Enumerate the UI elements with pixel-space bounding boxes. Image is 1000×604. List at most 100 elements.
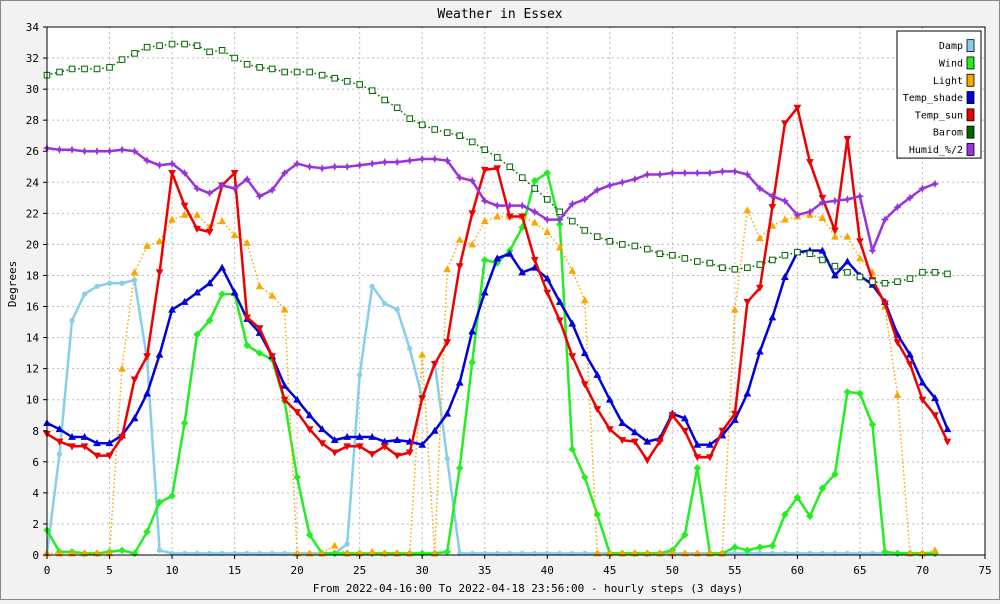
data-point-light [480, 217, 489, 225]
data-point-humid-2 [780, 196, 790, 206]
data-point-temp-sun [343, 443, 352, 451]
data-point-humid-2 [818, 198, 827, 207]
data-point-temp-sun [568, 353, 577, 361]
data-point-temp-shade [643, 437, 652, 445]
data-point-barom [93, 65, 101, 73]
data-point-damp [156, 547, 163, 553]
data-point-light [330, 541, 339, 549]
data-point-humid-2 [242, 175, 252, 184]
data-point-temp-sun [430, 361, 439, 369]
data-point-wind [455, 464, 464, 472]
data-point-barom [593, 233, 601, 240]
data-point-humid-2 [855, 192, 865, 201]
data-point-humid-2 [905, 193, 915, 202]
data-point-barom [506, 163, 514, 171]
data-point-humid-2 [868, 246, 877, 255]
series-temp-sun [43, 104, 952, 465]
x-tick-label: 45 [603, 564, 616, 577]
data-point-barom [381, 96, 388, 104]
data-point-temp-shade [130, 414, 139, 422]
data-point-humid-2 [643, 170, 652, 179]
data-point-humid-2 [830, 196, 840, 206]
data-point-temp-shade [343, 432, 352, 440]
data-point-temp-sun [143, 353, 151, 361]
data-point-humid-2 [768, 192, 777, 201]
data-point-temp-sun [680, 427, 689, 435]
data-point-wind [768, 541, 777, 550]
data-point-barom [393, 104, 401, 112]
data-point-temp-sun [180, 202, 189, 210]
y-tick-label: 18 [26, 269, 39, 282]
data-point-temp-shade [180, 297, 189, 305]
data-point-humid-2 [468, 176, 477, 185]
data-point-temp-shade [480, 288, 489, 296]
data-point-temp-sun [630, 438, 639, 446]
data-point-humid-2 [530, 207, 539, 216]
data-point-barom [168, 40, 176, 48]
data-point-wind [530, 176, 539, 185]
legend-swatch-barom [966, 125, 975, 139]
data-point-light [455, 235, 464, 243]
data-point-light [368, 547, 377, 555]
data-point-temp-sun [393, 452, 402, 460]
y-tick-label: 30 [26, 83, 39, 96]
data-point-temp-sun [205, 229, 214, 237]
data-point-temp-shade [193, 288, 201, 296]
series-line-wind [45, 171, 935, 555]
data-point-temp-sun [505, 213, 514, 221]
data-point-temp-sun [781, 120, 789, 128]
x-tick-label: 15 [228, 564, 241, 577]
data-point-humid-2 [92, 147, 102, 156]
data-point-barom [831, 262, 839, 270]
data-point-light [893, 391, 902, 399]
data-point-wind [818, 484, 827, 492]
data-point-light [781, 215, 789, 223]
data-point-temp-shade [931, 394, 939, 402]
data-point-barom [418, 121, 426, 129]
data-point-temp-shade [205, 279, 214, 287]
data-point-light [130, 268, 139, 276]
y-tick-label: 6 [32, 456, 39, 469]
data-point-temp-shade [818, 246, 827, 254]
x-tick-label: 30 [416, 564, 429, 577]
data-point-humid-2 [455, 173, 464, 182]
data-point-temp-sun [305, 426, 314, 434]
data-point-humid-2 [217, 181, 227, 190]
data-point-temp-sun [580, 381, 589, 389]
data-point-temp-sun [856, 238, 864, 246]
data-point-temp-sun [931, 412, 939, 420]
data-point-wind [756, 543, 764, 552]
data-point-humid-2 [618, 178, 627, 187]
data-point-temp-sun [693, 454, 702, 462]
data-point-temp-shade [430, 426, 439, 434]
data-point-wind [681, 531, 689, 539]
data-point-temp-sun [193, 225, 201, 233]
plot-border [46, 26, 986, 556]
data-point-humid-2 [693, 168, 702, 178]
data-point-temp-shade [593, 370, 602, 378]
data-point-light [493, 212, 502, 220]
data-point-humid-2 [480, 196, 489, 206]
data-point-temp-sun [743, 298, 752, 306]
data-point-light [268, 291, 276, 299]
data-point-temp-shade [618, 418, 627, 426]
data-point-barom [931, 269, 939, 276]
data-point-barom [819, 256, 826, 264]
data-point-damp [94, 283, 100, 289]
data-point-wind [243, 341, 251, 350]
data-point-temp-sun [705, 454, 714, 462]
data-point-temp-sun [906, 361, 914, 369]
x-tick-label: 20 [291, 564, 304, 577]
data-point-temp-sun [718, 427, 727, 435]
data-point-temp-sun [668, 412, 677, 420]
data-point-wind [731, 543, 739, 552]
data-point-wind [868, 420, 877, 429]
data-point-barom [281, 68, 288, 76]
data-point-humid-2 [67, 145, 77, 154]
x-tick-label: 65 [853, 564, 866, 577]
series-line-humid-2 [46, 146, 936, 252]
data-point-light [756, 234, 764, 242]
x-tick-label: 25 [353, 564, 366, 577]
data-point-barom [81, 65, 88, 73]
legend-swatch-wind [966, 56, 975, 70]
